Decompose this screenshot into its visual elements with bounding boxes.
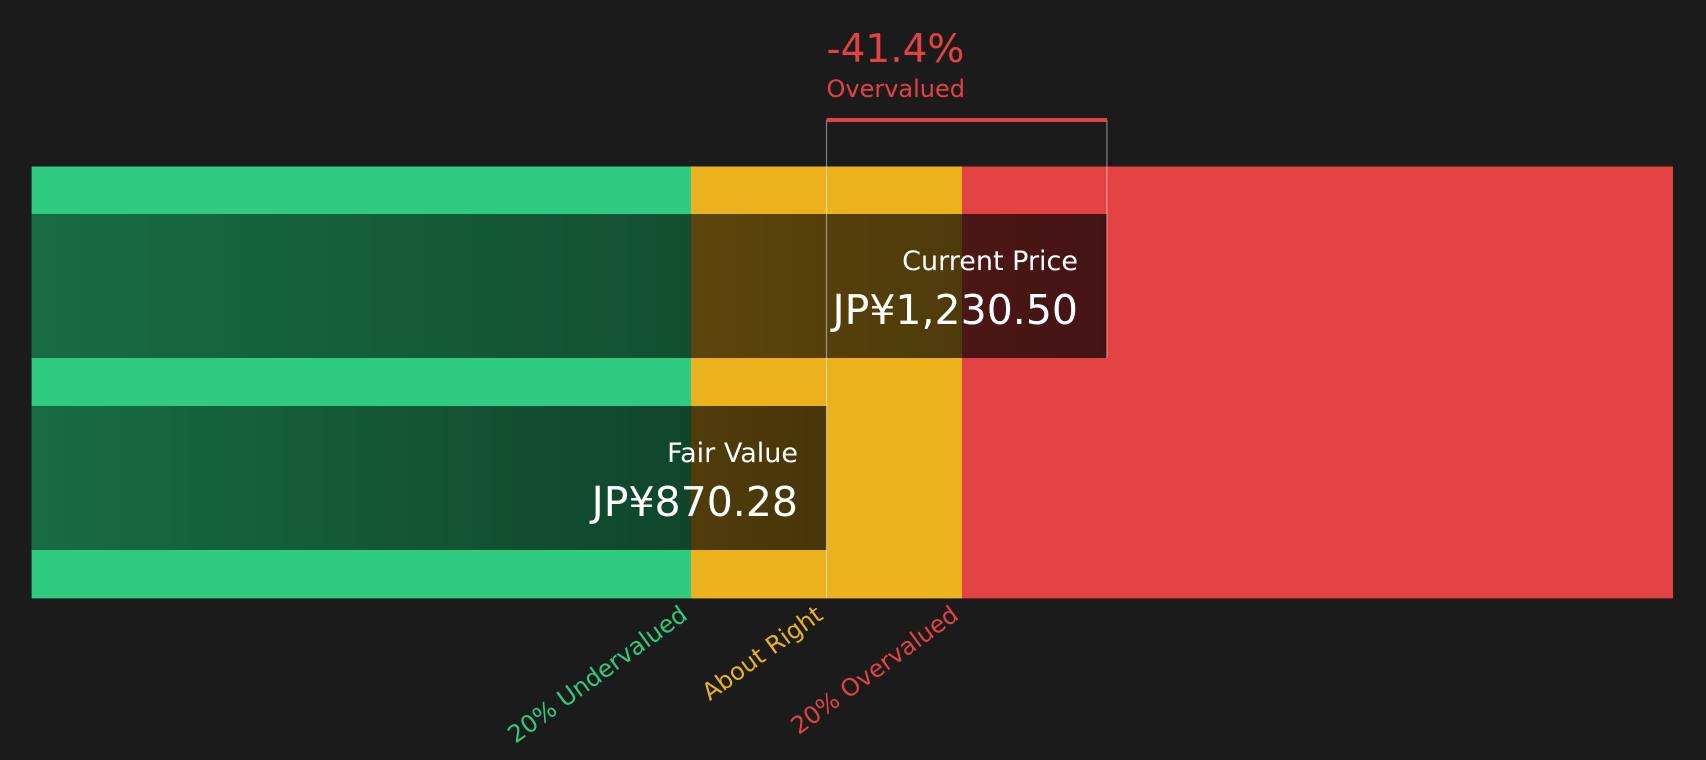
fair-value-name: Fair Value [667, 438, 798, 469]
fair-value-label: JP¥870.28 [589, 478, 798, 526]
current-price-label: JP¥1,230.50 [830, 286, 1078, 334]
status-label: Overvalued [827, 75, 966, 103]
fair-value-bar [31, 406, 827, 550]
current-price-name: Current Price [902, 246, 1078, 277]
zone-label: 20% Undervalued [503, 600, 693, 749]
zone-label: About Right [697, 600, 828, 706]
difference-label: -41.4% [827, 27, 965, 72]
current-price-bar [31, 214, 1107, 358]
